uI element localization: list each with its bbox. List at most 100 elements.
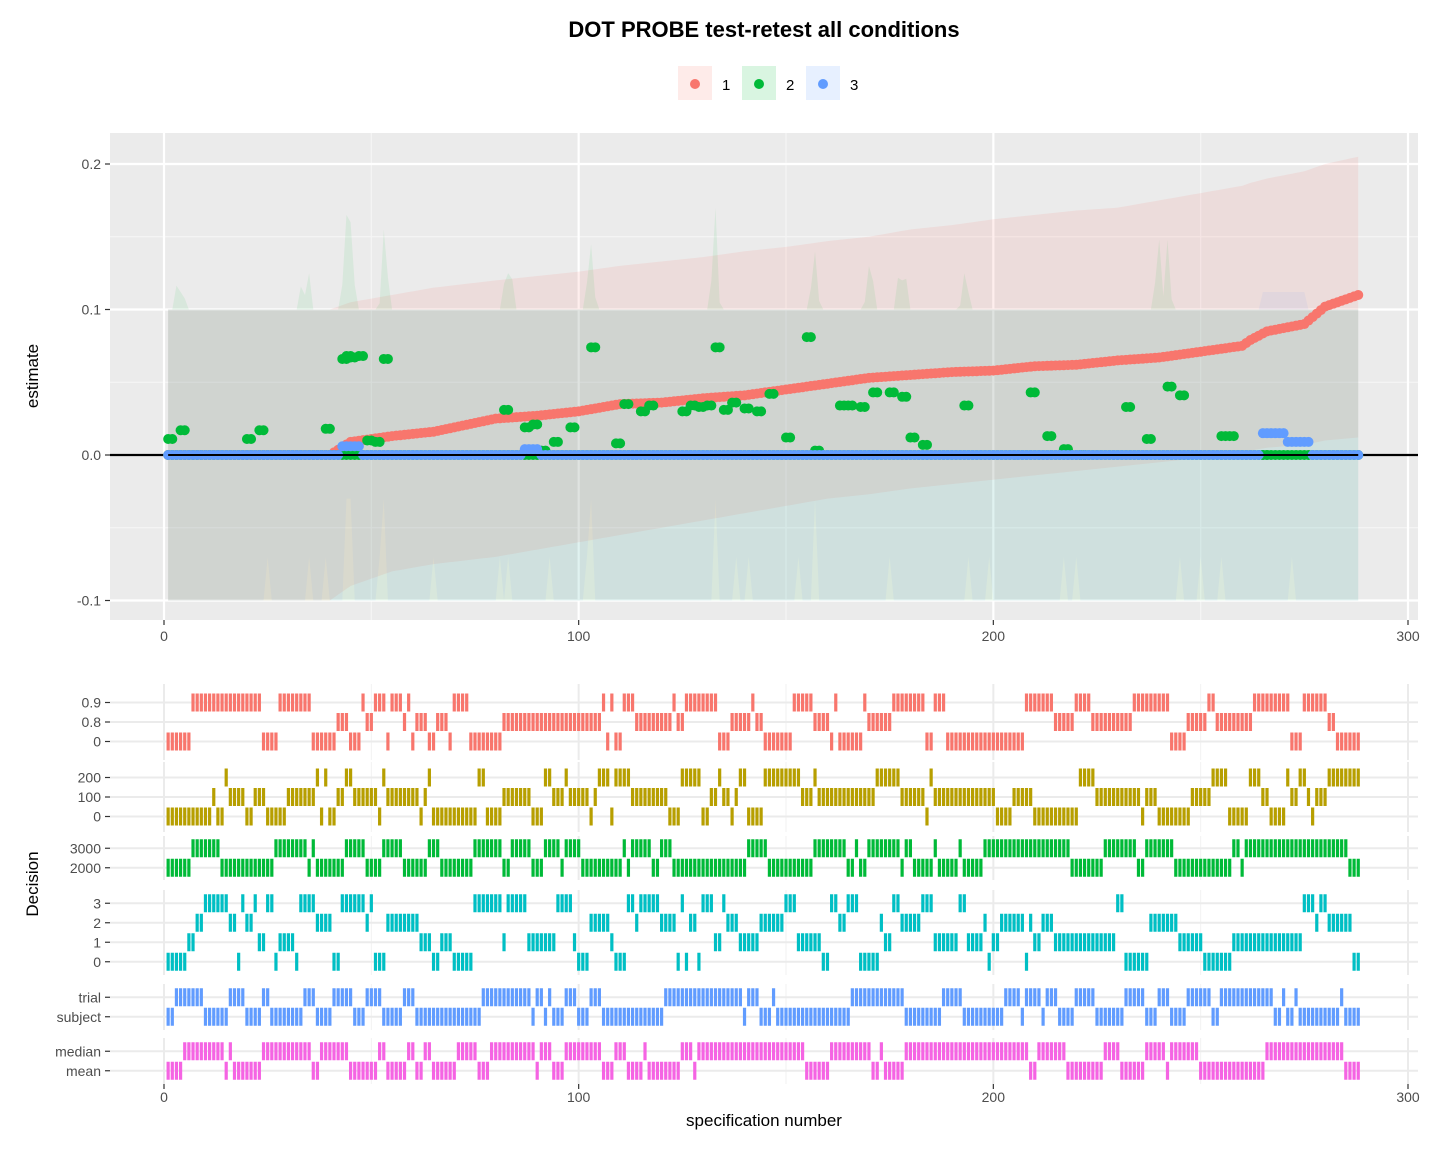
- tile-p1: [531, 713, 535, 731]
- tile-p4: [535, 933, 539, 952]
- tile-p1: [315, 732, 320, 751]
- tile-p4: [697, 952, 701, 971]
- tile-p6: [1157, 1042, 1161, 1061]
- tile-p4: [1290, 933, 1294, 952]
- tile-p5: [809, 1007, 813, 1026]
- tile-p3: [1078, 858, 1083, 877]
- tile-p6: [1016, 1042, 1020, 1061]
- tile-p5: [1128, 988, 1132, 1007]
- point-series-2: [963, 400, 974, 411]
- tile-p2: [950, 788, 954, 806]
- tile-p5: [473, 1007, 477, 1026]
- tile-p2: [755, 807, 759, 826]
- tile-p2: [991, 788, 995, 806]
- tile-p6: [796, 1042, 801, 1061]
- tile-p3: [577, 839, 581, 858]
- tile-p5: [734, 988, 738, 1007]
- tile-p6: [639, 1061, 643, 1080]
- tile-p6: [195, 1042, 199, 1061]
- tile-p5: [1174, 1007, 1178, 1026]
- tile-p4: [958, 894, 962, 913]
- tile-p3: [1049, 839, 1053, 858]
- tile-p4: [1282, 933, 1286, 952]
- tile-p5: [1219, 988, 1223, 1007]
- tile-p1: [456, 693, 461, 712]
- tile-p3: [846, 858, 850, 877]
- tile-p5: [830, 1007, 834, 1026]
- tile-p3: [469, 858, 473, 877]
- tile-p5: [1078, 988, 1083, 1007]
- tile-p3: [883, 839, 888, 858]
- tile-p6: [1136, 1061, 1141, 1080]
- tile-p2: [618, 768, 622, 787]
- tile-p3: [763, 839, 767, 858]
- tile-p6: [336, 1042, 340, 1061]
- tile-p4: [498, 894, 502, 913]
- tile-p3: [1053, 839, 1058, 858]
- tile-p2: [1302, 768, 1306, 787]
- tile-p4: [216, 894, 220, 913]
- tile-p2: [357, 788, 361, 806]
- tile-p2: [1248, 768, 1253, 787]
- tile-p6: [946, 1042, 950, 1061]
- tile-p4: [199, 913, 203, 932]
- point-series-2: [785, 432, 796, 443]
- tile-p1: [415, 713, 419, 731]
- tile-p6: [465, 1042, 469, 1061]
- tile-p4: [742, 933, 747, 952]
- point-series-2: [888, 387, 899, 398]
- tile-p4: [398, 913, 402, 932]
- tile-p2: [1199, 788, 1203, 806]
- tile-p1: [879, 713, 883, 731]
- tile-p2: [336, 788, 340, 806]
- tile-p3: [278, 839, 282, 858]
- tile-p5: [560, 1007, 564, 1026]
- tile-p2: [788, 768, 792, 787]
- tile-p6: [925, 1042, 929, 1061]
- tile-p5: [1344, 1007, 1348, 1026]
- tile-p6: [1211, 1061, 1215, 1080]
- tile-p1: [1165, 693, 1170, 712]
- tile-p1: [286, 693, 290, 712]
- tile-p5: [390, 1007, 394, 1026]
- tile-p1: [460, 693, 465, 712]
- tile-p6: [506, 1042, 510, 1061]
- tile-p1: [871, 713, 875, 731]
- tile-p5: [1024, 988, 1029, 1007]
- tile-p1: [738, 713, 742, 731]
- tile-p1: [1120, 713, 1124, 731]
- tile-p2: [249, 807, 253, 826]
- tile-p4: [278, 933, 282, 952]
- tile-p4: [1190, 933, 1194, 952]
- tile-p2: [680, 768, 684, 787]
- tile-p1: [548, 713, 552, 731]
- tile-p5: [912, 1007, 917, 1026]
- tile-p1: [552, 713, 556, 731]
- tile-p1: [1344, 732, 1348, 751]
- tile-p1: [672, 693, 676, 712]
- tile-p3: [556, 839, 560, 858]
- tile-p2: [1103, 788, 1107, 806]
- tile-p4: [1136, 952, 1141, 971]
- tile-p4: [1182, 933, 1186, 952]
- tile-p1: [398, 693, 402, 712]
- tile-p6: [585, 1042, 589, 1061]
- tile-p2: [444, 807, 448, 826]
- tile-p1: [929, 732, 933, 751]
- tile-p1: [1199, 713, 1203, 731]
- tile-p5: [407, 988, 411, 1007]
- tile-p1: [174, 732, 179, 751]
- point-series-2: [743, 403, 754, 414]
- tile-p5: [854, 988, 859, 1007]
- tile-p2: [465, 807, 469, 826]
- tile-p2: [883, 768, 888, 787]
- tile-p4: [257, 933, 261, 952]
- tile-p4: [1335, 913, 1340, 932]
- y-tick-label: mean: [66, 1063, 101, 1079]
- tile-p2: [1157, 807, 1161, 826]
- tile-p3: [1232, 839, 1236, 858]
- tile-p1: [991, 732, 995, 751]
- tile-p3: [174, 858, 179, 877]
